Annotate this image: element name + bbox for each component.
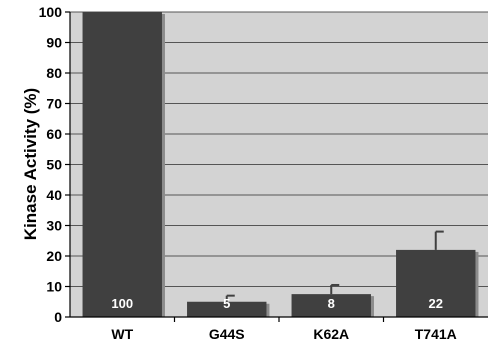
bar bbox=[82, 12, 162, 317]
y-tick-label: 70 bbox=[46, 96, 62, 112]
y-tick-label: 50 bbox=[46, 157, 62, 173]
y-tick-label: 100 bbox=[39, 4, 63, 20]
y-tick-label: 30 bbox=[46, 218, 62, 234]
bar bbox=[396, 249, 476, 317]
data-label: 100 bbox=[111, 296, 133, 311]
x-tick-labels: WT G44S K62A T741A bbox=[111, 317, 457, 342]
x-tick-label: WT bbox=[111, 326, 133, 342]
x-tick-label: K62A bbox=[313, 326, 349, 342]
y-axis-title: Kinase Activity (%) bbox=[21, 88, 40, 240]
y-tick-label: 10 bbox=[46, 279, 62, 295]
y-tick-labels: 0 10 20 30 40 50 60 70 80 90 100 bbox=[39, 4, 70, 325]
x-tick-label: G44S bbox=[209, 326, 245, 342]
data-label: 8 bbox=[328, 296, 335, 311]
y-tick-label: 40 bbox=[46, 187, 62, 203]
y-tick-label: 60 bbox=[46, 126, 62, 142]
bar bbox=[291, 294, 371, 317]
y-tick-label: 90 bbox=[46, 35, 62, 51]
data-label: 22 bbox=[429, 296, 443, 311]
y-tick-label: 0 bbox=[54, 309, 62, 325]
y-tick-label: 80 bbox=[46, 65, 62, 81]
bars: 100 5 8 22 bbox=[82, 12, 479, 317]
y-tick-label: 20 bbox=[46, 248, 62, 264]
x-tick-label: T741A bbox=[415, 326, 457, 342]
data-label: 5 bbox=[223, 296, 230, 311]
bar bbox=[187, 301, 267, 317]
